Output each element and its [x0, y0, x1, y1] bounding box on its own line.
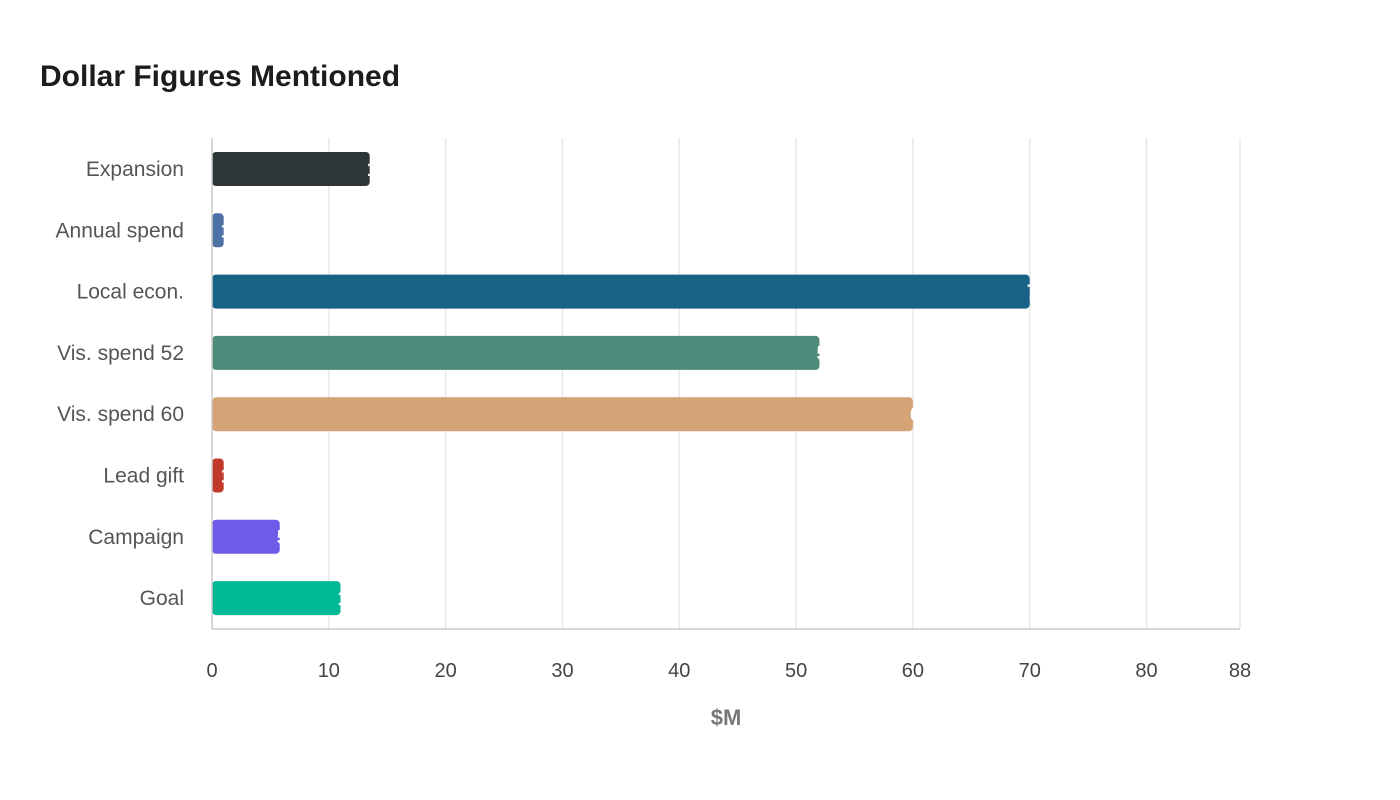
category-label: Lead gift — [103, 465, 184, 488]
category-label: Local econ. — [77, 281, 184, 304]
bar — [212, 581, 341, 616]
category-label: Campaign — [88, 526, 184, 549]
data-label: 1 — [367, 159, 378, 181]
x-tick-label: 0 — [206, 660, 217, 682]
chart-title: Dollar Figures Mentioned — [40, 60, 401, 93]
category-label: Expansion — [86, 158, 184, 181]
data-labels: 1 1 7 5 6 1 5 1 — [221, 159, 1038, 610]
x-axis-title: $M — [711, 705, 742, 730]
bar — [212, 274, 1030, 309]
bar — [212, 152, 370, 186]
bar — [212, 213, 224, 248]
bar — [212, 335, 820, 370]
category-label: Vis. spend 60 — [57, 403, 184, 426]
bar — [212, 519, 280, 554]
x-tick-label: 88 — [1229, 660, 1251, 682]
data-label: 5 — [816, 343, 827, 365]
bar — [212, 458, 224, 493]
x-tick-labels: 0 10 20 30 40 50 60 70 80 88 — [206, 660, 1251, 682]
data-label: 5 — [277, 527, 288, 549]
data-label: 1 — [221, 220, 232, 242]
data-label: 1 — [221, 466, 232, 488]
grid-lines — [328, 138, 1241, 629]
bars — [212, 152, 1030, 616]
data-label: 1 — [338, 588, 349, 610]
data-label: 7 — [1027, 282, 1038, 304]
category-label: Goal — [140, 587, 184, 610]
x-tick-label: 40 — [668, 660, 690, 682]
x-tick-label: 30 — [551, 660, 573, 682]
category-labels: Expansion Annual spend Local econ. Vis. spe… — [56, 158, 185, 610]
x-tick-label: 60 — [902, 660, 924, 682]
x-tick-label: 10 — [318, 660, 340, 682]
x-tick-label: 20 — [435, 660, 457, 682]
data-label: 6 — [910, 404, 921, 426]
x-tick-label: 50 — [785, 660, 807, 682]
bar — [212, 397, 913, 432]
x-tick-label: 80 — [1135, 660, 1157, 682]
category-label: Vis. spend 52 — [57, 342, 184, 365]
x-tick-label: 70 — [1019, 660, 1041, 682]
category-label: Annual spend — [56, 219, 184, 242]
